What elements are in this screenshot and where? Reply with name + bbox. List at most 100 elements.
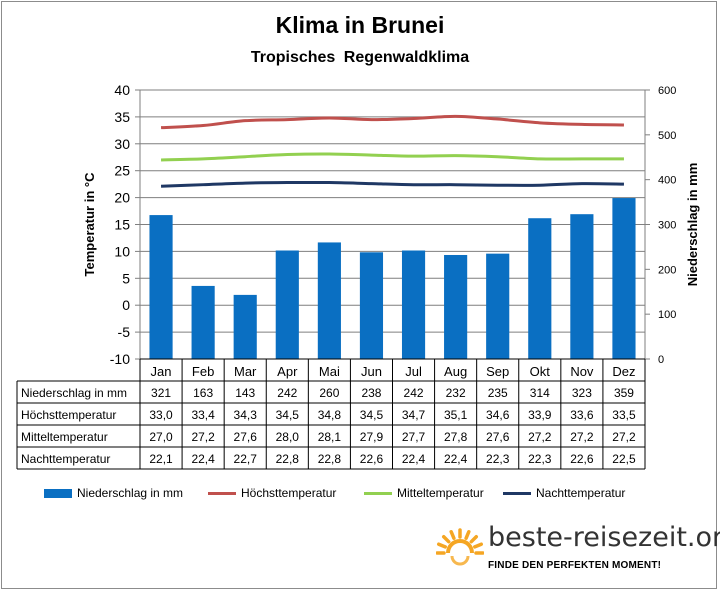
sun-ray — [441, 534, 451, 544]
table-row-header: Mitteltemperatur — [21, 430, 108, 444]
table-cell: 22,3 — [486, 452, 510, 466]
table-cell: 27,6 — [234, 430, 258, 444]
chart-subtitle: Tropisches Regenwaldklima — [250, 49, 470, 66]
left-tick-label: -5 — [118, 324, 131, 340]
table-cell: 321 — [151, 386, 171, 400]
sun-ray — [449, 530, 456, 540]
legend-item: Mitteltemperatur — [364, 486, 484, 500]
category-label: Aug — [444, 364, 467, 379]
brand-logo[interactable]: beste-reisezeit.org FINDE DEN PERFEKTEN … — [432, 519, 720, 585]
table-cell: 143 — [235, 386, 255, 400]
category-label: Dez — [612, 364, 635, 379]
category-label: Sep — [486, 364, 509, 379]
table-cell: 33,5 — [612, 408, 636, 422]
sun-icon — [436, 528, 484, 566]
table-cell: 34,3 — [234, 408, 258, 422]
table-cell: 22,4 — [191, 452, 215, 466]
bar-mar — [233, 294, 257, 359]
right-tick-label: 600 — [658, 85, 676, 97]
right-tick-label: 0 — [658, 354, 664, 366]
left-tick-label: -10 — [110, 351, 130, 367]
table-cell: 34,7 — [402, 408, 426, 422]
left-tick-label: 25 — [114, 163, 130, 179]
table-cell: 235 — [488, 386, 508, 400]
brand-slogan: FINDE DEN PERFEKTEN MOMENT! — [488, 560, 662, 571]
table-cell: 163 — [193, 386, 213, 400]
category-label: Okt — [530, 364, 551, 379]
table-cell: 33,0 — [149, 408, 173, 422]
table-cell: 27,9 — [360, 430, 384, 444]
legend-swatch — [364, 491, 392, 495]
left-tick-label: 15 — [114, 217, 130, 233]
sun-ray — [469, 534, 479, 544]
sun-ray — [464, 530, 471, 540]
left-tick-label: 30 — [114, 136, 130, 152]
table-cell: 238 — [361, 386, 381, 400]
right-axis-title: Niederschlag in mm — [685, 163, 700, 287]
table-cell: 242 — [277, 386, 297, 400]
left-tick-label: 20 — [114, 190, 130, 206]
table-cell: 34,8 — [318, 408, 342, 422]
bar-dez — [612, 198, 636, 359]
legend-label: Niederschlag in mm — [77, 486, 184, 500]
table-cell: 314 — [530, 386, 550, 400]
left-tick-label: 5 — [122, 270, 130, 286]
category-label: Jun — [361, 364, 382, 379]
right-tick-label: 300 — [658, 220, 676, 232]
table-cell: 27,2 — [528, 430, 552, 444]
chart-title: Klima in Brunei — [275, 12, 445, 38]
table-cell: 22,3 — [528, 452, 552, 466]
table-cell: 27,7 — [402, 430, 426, 444]
bar-feb — [191, 285, 215, 359]
chart-legend: Niederschlag in mm Höchsttemperatur Mittel… — [0, 486, 720, 506]
brand-name: beste-reisezeit.org — [488, 522, 720, 553]
table-cell: 260 — [319, 386, 339, 400]
table-cell: 28,1 — [318, 430, 342, 444]
legend-swatch — [44, 488, 72, 498]
left-axis-title: Temperatur in °C — [82, 172, 97, 277]
legend-label: Mitteltemperatur — [397, 486, 484, 500]
category-label: Mar — [234, 364, 257, 379]
table-cell: 27,2 — [612, 430, 636, 444]
table-cell: 27,2 — [570, 430, 594, 444]
table-row-header: Nachttemperatur — [21, 452, 110, 466]
bar-aug — [444, 254, 468, 359]
bar-jun — [359, 252, 384, 359]
table-cell: 22,4 — [402, 452, 426, 466]
bar-apr — [275, 250, 299, 359]
sun-ray — [473, 542, 483, 549]
legend-swatch — [208, 491, 236, 495]
left-tick-label: 35 — [114, 109, 130, 125]
category-label: Mai — [319, 364, 340, 379]
category-label: Jul — [405, 364, 422, 379]
left-tick-label: 10 — [114, 243, 130, 259]
table-cell: 33,9 — [528, 408, 552, 422]
bar-jan — [149, 215, 173, 359]
legend-item: Nachttemperatur — [503, 486, 625, 500]
left-tick-label: 40 — [114, 82, 130, 98]
lines-layer — [160, 114, 624, 188]
table-cell: 27,2 — [191, 430, 215, 444]
table-cell: 359 — [614, 386, 634, 400]
legend-item: Niederschlag in mm — [44, 486, 183, 500]
category-label: Nov — [570, 364, 594, 379]
table-cell: 34,6 — [486, 408, 510, 422]
table-cell: 33,6 — [570, 408, 594, 422]
table-cell: 35,1 — [444, 408, 468, 422]
right-tick-label: 200 — [658, 264, 676, 276]
data-table: Jan Feb Mar Apr Mai Jun Jul Aug Sep Okt Nov Dez Nied… — [16, 358, 646, 470]
legend-swatch — [503, 491, 531, 495]
line-nachttemperatur — [160, 180, 624, 188]
category-label: Apr — [277, 364, 298, 379]
table-cell: 22,5 — [612, 452, 636, 466]
category-label: Feb — [192, 364, 214, 379]
left-tick-label: 0 — [122, 297, 130, 313]
bars-layer — [149, 198, 636, 359]
table-cell: 27,8 — [444, 430, 468, 444]
table-cell: 27,0 — [149, 430, 173, 444]
legend-label: Nachttemperatur — [536, 486, 626, 500]
legend-label: Höchsttemperatur — [241, 486, 337, 500]
table-cell: 34,5 — [360, 408, 384, 422]
table-cell: 22,7 — [234, 452, 258, 466]
